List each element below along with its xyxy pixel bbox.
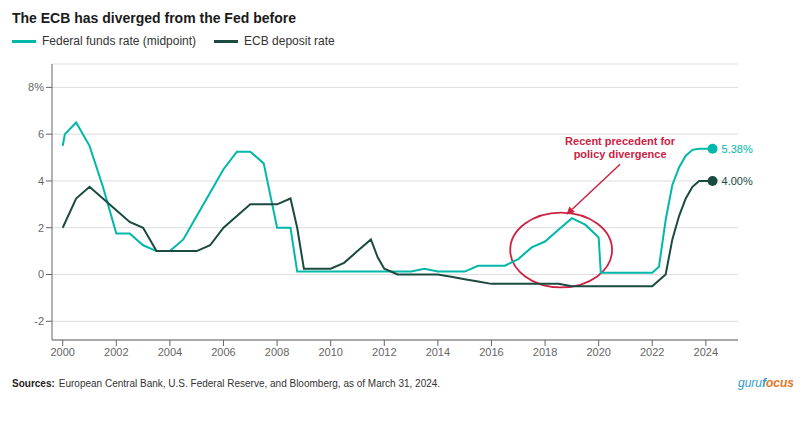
svg-text:2006: 2006	[211, 346, 235, 358]
svg-text:6: 6	[38, 128, 44, 140]
svg-text:2: 2	[38, 222, 44, 234]
svg-text:2000: 2000	[50, 346, 74, 358]
svg-text:8%: 8%	[28, 81, 44, 93]
svg-text:0: 0	[38, 268, 44, 280]
svg-text:2016: 2016	[479, 346, 503, 358]
svg-text:2002: 2002	[104, 346, 128, 358]
svg-text:2022: 2022	[640, 346, 664, 358]
html-text:Sources: European Central Bank: Sources: European Central Bank, U.S. Fed…	[12, 378, 441, 389]
svg-text:2024: 2024	[694, 346, 718, 358]
svg-text:2010: 2010	[318, 346, 342, 358]
html-text:ECB deposit rate: ECB deposit rate	[244, 34, 335, 48]
html-text:Federal funds rate (midpoint): Federal funds rate (midpoint)	[42, 34, 197, 48]
svg-text:2004: 2004	[158, 346, 182, 358]
svg-text:2018: 2018	[533, 346, 557, 358]
svg-text:2012: 2012	[372, 346, 396, 358]
svg-text:Recent precedent forpolicy div: Recent precedent forpolicy divergence	[565, 135, 676, 160]
svg-text:2008: 2008	[265, 346, 289, 358]
svg-text:4: 4	[38, 175, 44, 187]
svg-text:4.00%: 4.00%	[722, 175, 753, 187]
svg-text:2020: 2020	[586, 346, 610, 358]
svg-text:-2: -2	[34, 315, 44, 327]
html-text:The ECB has diverged from the: The ECB has diverged from the Fed before	[12, 10, 296, 26]
html-text:guru f ocus: guru f ocus	[738, 376, 794, 390]
svg-text:5.38%: 5.38%	[722, 143, 753, 155]
svg-text:2014: 2014	[426, 346, 450, 358]
